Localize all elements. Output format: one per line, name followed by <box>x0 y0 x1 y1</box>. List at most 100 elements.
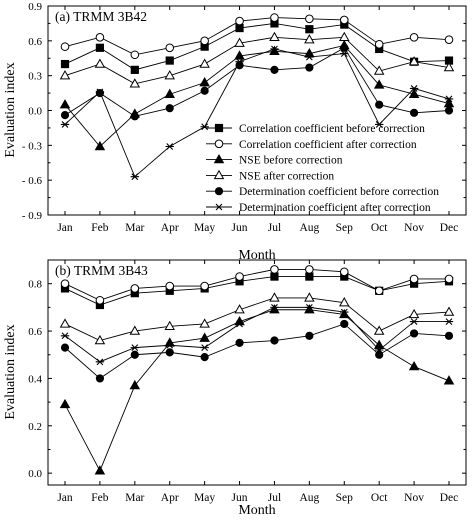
legend-marker <box>214 203 224 211</box>
data-point <box>409 108 419 117</box>
legend-label: Determination coefficient before correct… <box>239 186 439 198</box>
legend-marker <box>213 169 225 180</box>
legend-item: NSE after correction <box>206 169 334 182</box>
x-tick-label: Nov <box>404 222 424 234</box>
data-point <box>165 281 175 291</box>
data-point <box>304 304 315 314</box>
data-point <box>304 34 315 44</box>
x-tick-label: May <box>194 492 215 504</box>
legend-item: Correlation coefficient after correction <box>206 139 417 151</box>
series-2 <box>59 39 455 151</box>
data-point <box>444 331 454 340</box>
data-point <box>94 334 106 345</box>
data-point <box>270 13 279 22</box>
data-point <box>164 320 175 331</box>
x-tick-label: Jul <box>268 492 281 504</box>
plot-frame <box>47 259 467 486</box>
data-point <box>60 343 70 352</box>
data-point <box>60 59 70 69</box>
data-point <box>374 121 384 128</box>
series-line <box>64 47 450 117</box>
y-tick-label: 0.8 <box>28 279 42 291</box>
legend-marker <box>213 153 225 164</box>
legend-item: Correlation coefficient before correctio… <box>206 123 425 135</box>
data-point <box>164 337 175 347</box>
data-point <box>95 295 105 305</box>
panel-b: 0.0 0.2 0.4 0.6 0.8 Jan Feb Mar Apr May Jun Jul Aug S… <box>3 259 467 518</box>
x-axis-label: Month <box>238 503 275 518</box>
series-line <box>64 306 449 363</box>
data-point <box>130 344 140 352</box>
y-tick-label: 0.6 <box>28 326 42 338</box>
data-point <box>339 297 350 307</box>
data-point <box>235 61 244 70</box>
series-line <box>64 36 450 85</box>
data-point <box>305 63 314 72</box>
data-point <box>443 61 455 72</box>
data-point <box>443 306 455 316</box>
data-point <box>270 336 279 345</box>
y-tick-label: 0.6 <box>28 36 42 48</box>
data-point <box>200 86 209 95</box>
data-point <box>374 286 384 296</box>
x-tick-label: Feb <box>91 492 109 504</box>
data-point <box>269 45 280 55</box>
data-point <box>305 53 314 61</box>
data-point <box>130 284 140 293</box>
legend-item: Determination coefficient after correcti… <box>206 202 431 214</box>
x-tick-label: Oct <box>371 222 388 234</box>
legend-label: Determination coefficient after correcti… <box>239 202 431 214</box>
data-point <box>409 274 419 284</box>
panel-label: (a) TRMM 3B42 <box>55 9 147 24</box>
series-line <box>64 323 450 379</box>
data-point <box>373 65 385 75</box>
series-5 <box>60 45 454 181</box>
y-tick-label: 0.0 <box>28 106 42 118</box>
x-tick-label: Dec <box>440 492 459 504</box>
data-point <box>60 332 70 340</box>
x-tick-label: Mar <box>125 222 144 234</box>
legend-label: Correlation coefficient before correctio… <box>239 123 425 135</box>
data-point <box>95 88 105 96</box>
data-point <box>200 353 209 362</box>
data-point <box>95 33 105 42</box>
data-point <box>199 318 210 328</box>
data-point <box>59 99 71 109</box>
data-point <box>340 50 349 57</box>
x-tick-label: Apr <box>161 222 179 234</box>
x-tick-label: Feb <box>91 222 109 234</box>
x-tick-label: Oct <box>371 492 388 504</box>
y-tick-label: 0.0 <box>28 468 42 480</box>
data-point <box>129 78 141 88</box>
data-point <box>373 79 385 89</box>
data-point <box>270 265 279 274</box>
data-point <box>60 111 70 120</box>
legend-label: Correlation coefficient after correction <box>239 139 417 151</box>
data-point <box>373 325 385 335</box>
data-point <box>305 272 314 281</box>
y-tick-label: 0.4 <box>28 373 42 385</box>
x-tick-label: Aug <box>299 492 319 504</box>
data-point <box>409 33 419 42</box>
data-point <box>59 318 71 328</box>
x-tick-label: May <box>194 222 215 234</box>
data-point <box>305 331 314 340</box>
x-tick-label: Sep <box>336 222 354 234</box>
data-point <box>95 358 105 366</box>
data-point <box>444 106 454 115</box>
series-line <box>64 309 450 472</box>
data-point <box>339 31 350 42</box>
data-point <box>340 319 349 329</box>
data-point <box>60 121 70 128</box>
data-point <box>374 40 384 49</box>
series-line <box>64 48 450 178</box>
series-line <box>64 22 450 71</box>
data-point <box>408 88 420 98</box>
data-point <box>373 339 385 349</box>
legend-item: NSE before correction <box>206 153 343 167</box>
y-tick-label: 0.3 <box>28 71 42 83</box>
series-5 <box>60 303 454 366</box>
y-tick-label: 0.2 <box>28 421 42 433</box>
data-point <box>235 58 244 66</box>
